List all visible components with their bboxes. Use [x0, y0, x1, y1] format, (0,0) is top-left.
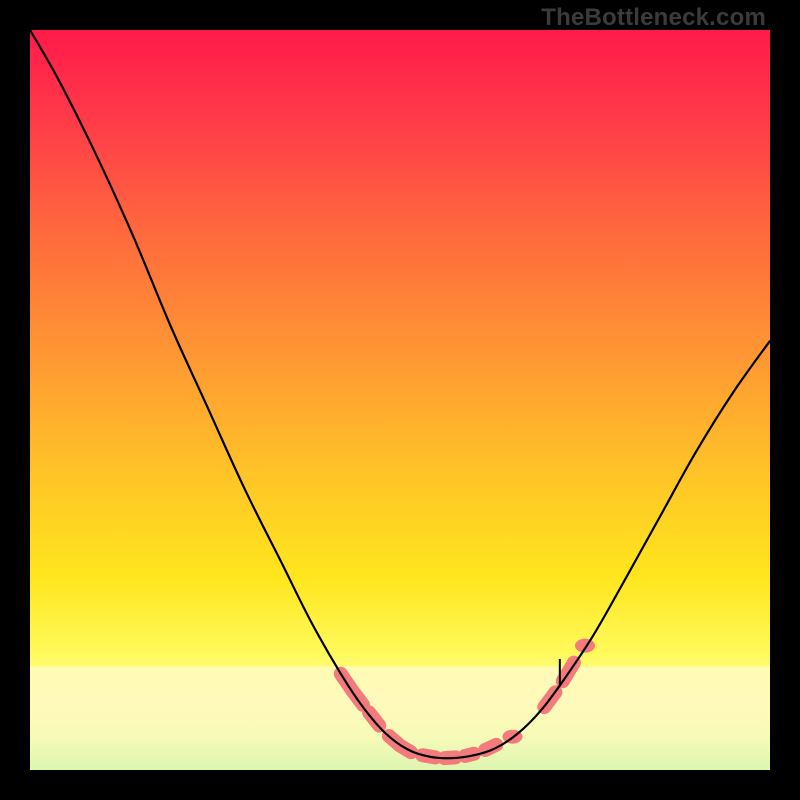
chart-svg [0, 0, 800, 800]
highlight-band [30, 666, 770, 770]
plot-background [30, 30, 770, 770]
watermark-text: TheBottleneck.com [541, 4, 766, 32]
chart-frame: TheBottleneck.com [0, 0, 800, 800]
